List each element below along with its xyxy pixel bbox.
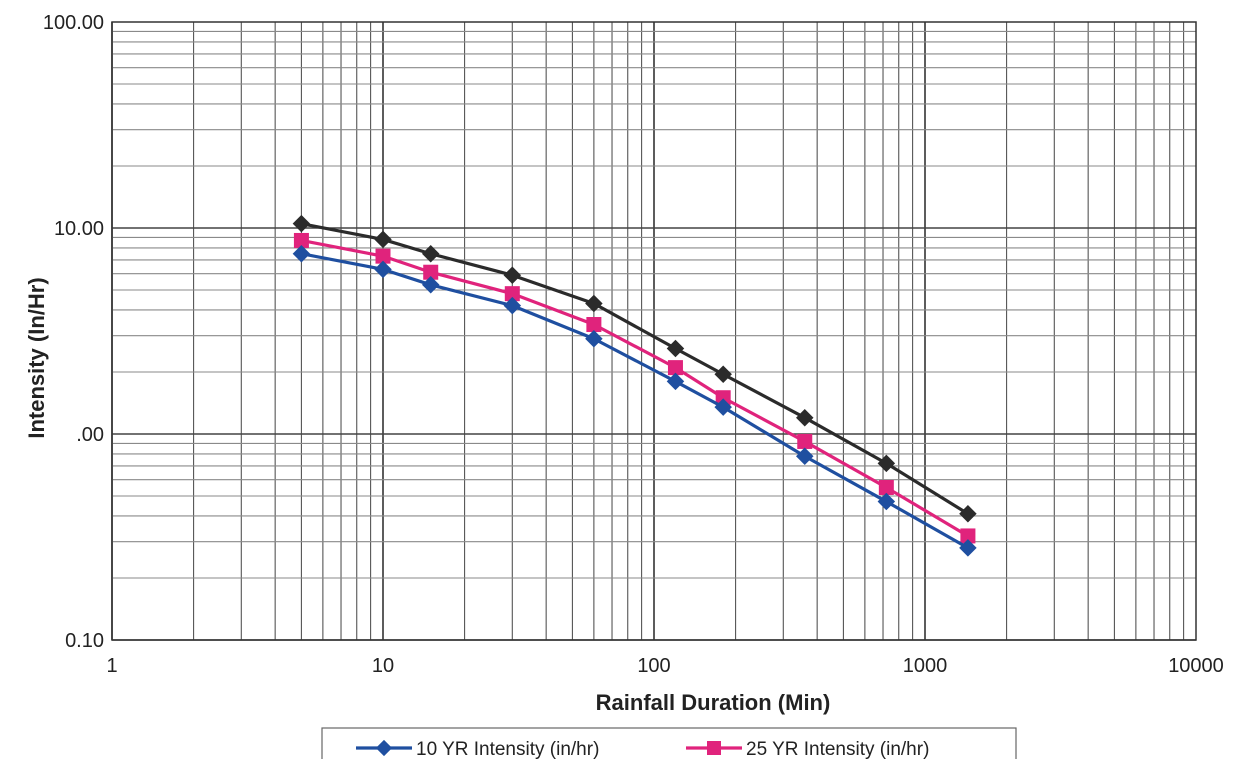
data-point [421,244,440,263]
x-tick-label: 10000 [1168,655,1224,677]
data-point [586,317,602,333]
series-path [301,222,969,516]
data-point [375,248,391,264]
data-point [585,294,603,313]
data-point [585,329,603,348]
data-point [292,214,311,233]
data-point [878,479,894,495]
y-axis-title: Intensity (In/Hr) [24,277,49,438]
data-point [293,232,309,248]
data-point [503,266,522,284]
data-point [715,390,731,406]
data-point [877,454,896,473]
data-point [503,296,522,315]
data-point [374,230,392,249]
series-layer [292,214,977,557]
data-point [374,260,392,279]
y-tick-label: 0.10 [65,630,104,652]
data-point [796,408,814,427]
data-point [666,372,685,391]
data-point [959,539,977,557]
data-point [667,360,683,376]
data-point [292,244,311,263]
data-point [877,492,896,511]
legend-label: 10 YR Intensity (in/hr) [416,739,599,759]
data-point [714,398,732,416]
legend-label: 25 YR Intensity (in/hr) [746,739,929,759]
series-path [301,238,969,538]
data-point [423,264,439,280]
legend-box [321,727,1017,759]
data-point [714,365,732,384]
data-point [707,741,721,755]
x-tick-label: 1 [106,655,117,677]
y-tick-label: .00 [76,424,104,446]
plot-area [111,21,1197,641]
series-path [301,252,969,550]
x-tick-label: 100 [637,655,670,677]
data-point [504,286,520,302]
y-tick-label: 10.00 [54,218,104,240]
series-line [293,232,976,544]
chart-grid [111,22,1196,641]
x-axis-title: Rainfall Duration (Min) [596,690,831,715]
y-tick-label: 100.00 [43,12,104,34]
tick-labels: 1 10 100 1000 10000 100.00 10.00 .00 0.10 [43,12,1224,677]
series-line [292,244,977,557]
series-line [292,214,977,523]
data-point [796,447,814,465]
data-point [375,739,393,757]
data-point [960,528,976,544]
x-tick-label: 10 [372,655,394,677]
legend-entry: 25 YR Intensity (in/hr) [686,739,929,759]
legend-entry: 10 YR Intensity (in/hr) [356,739,599,759]
data-point [959,505,977,523]
data-point [421,276,440,294]
data-point [797,433,813,449]
data-point [666,339,685,358]
x-tick-label: 1000 [903,655,948,677]
legend: 10 YR Intensity (in/hr) 25 YR Intensity (… [321,727,1017,759]
